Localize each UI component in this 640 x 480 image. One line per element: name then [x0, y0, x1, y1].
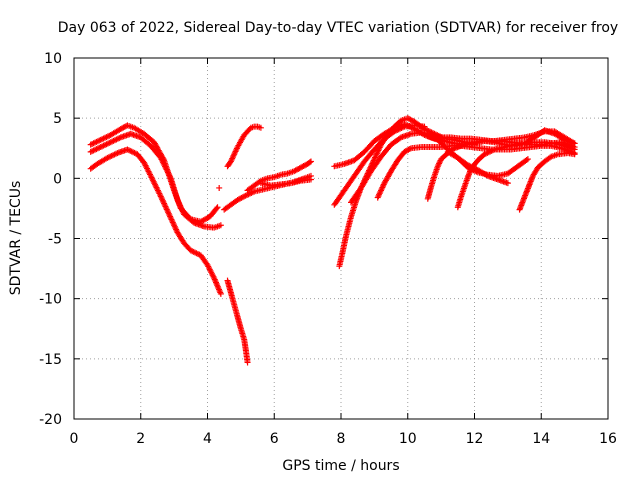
data-point	[217, 222, 224, 229]
y-tick-label: -10	[39, 292, 62, 308]
x-tick-label: 14	[532, 431, 550, 447]
plot-border	[73, 57, 609, 420]
grid-layer	[74, 58, 608, 419]
x-tick-label: 8	[337, 431, 346, 447]
data-point	[257, 124, 264, 131]
data-point	[524, 156, 531, 163]
y-tick-label: 0	[53, 171, 62, 187]
data-point	[523, 156, 530, 163]
series-arc-b-drop	[224, 277, 251, 366]
data-point	[244, 359, 251, 366]
y-tick-label: -15	[39, 352, 62, 368]
data-point	[307, 176, 314, 183]
x-tick-label: 0	[70, 431, 79, 447]
data-point	[217, 290, 224, 297]
series-arc-e	[257, 176, 314, 189]
y-tick-label: -5	[48, 232, 62, 248]
data-point	[307, 158, 314, 165]
data-point	[571, 140, 578, 147]
plot-frame	[73, 57, 609, 420]
series-arc-k	[424, 128, 578, 202]
series-arc-b-rise	[224, 123, 264, 170]
y-tick-label: 5	[53, 111, 62, 127]
data-point	[421, 123, 428, 130]
y-tick-label: 10	[44, 51, 62, 67]
y-tick-label: -20	[39, 412, 62, 428]
x-tick-label: 2	[136, 431, 145, 447]
data-point	[216, 184, 223, 191]
data-point	[546, 154, 553, 161]
series-arc-a-upper	[87, 122, 221, 225]
data-marks	[87, 115, 578, 366]
data-point	[571, 151, 578, 158]
series-arc-h	[331, 122, 428, 208]
y-axis-label: SDTVAR / TECUs	[8, 181, 24, 296]
data-point	[214, 204, 221, 211]
x-tick-label: 10	[399, 431, 417, 447]
x-tick-label: 16	[599, 431, 617, 447]
series-arc-m	[516, 150, 578, 213]
chart-title: Day 063 of 2022, Sidereal Day-to-day VTE…	[58, 20, 618, 36]
x-axis-label: GPS time / hours	[282, 458, 399, 474]
x-tick-label: 6	[270, 431, 279, 447]
x-tick-label: 4	[203, 431, 212, 447]
series-arc-o	[444, 148, 511, 187]
series-arc-a-lower	[87, 146, 224, 297]
data-point	[213, 205, 220, 212]
series-arc-a-mid	[87, 130, 224, 231]
x-tick-label: 12	[466, 431, 484, 447]
data-point	[306, 159, 313, 166]
data-point	[504, 180, 511, 187]
series-isolated-point	[216, 184, 223, 191]
data-point	[406, 145, 413, 152]
axis-layer: 0 2 4 6 8 10 12 14 16 -20 -15 -10 -5 0 5 10	[39, 51, 617, 447]
